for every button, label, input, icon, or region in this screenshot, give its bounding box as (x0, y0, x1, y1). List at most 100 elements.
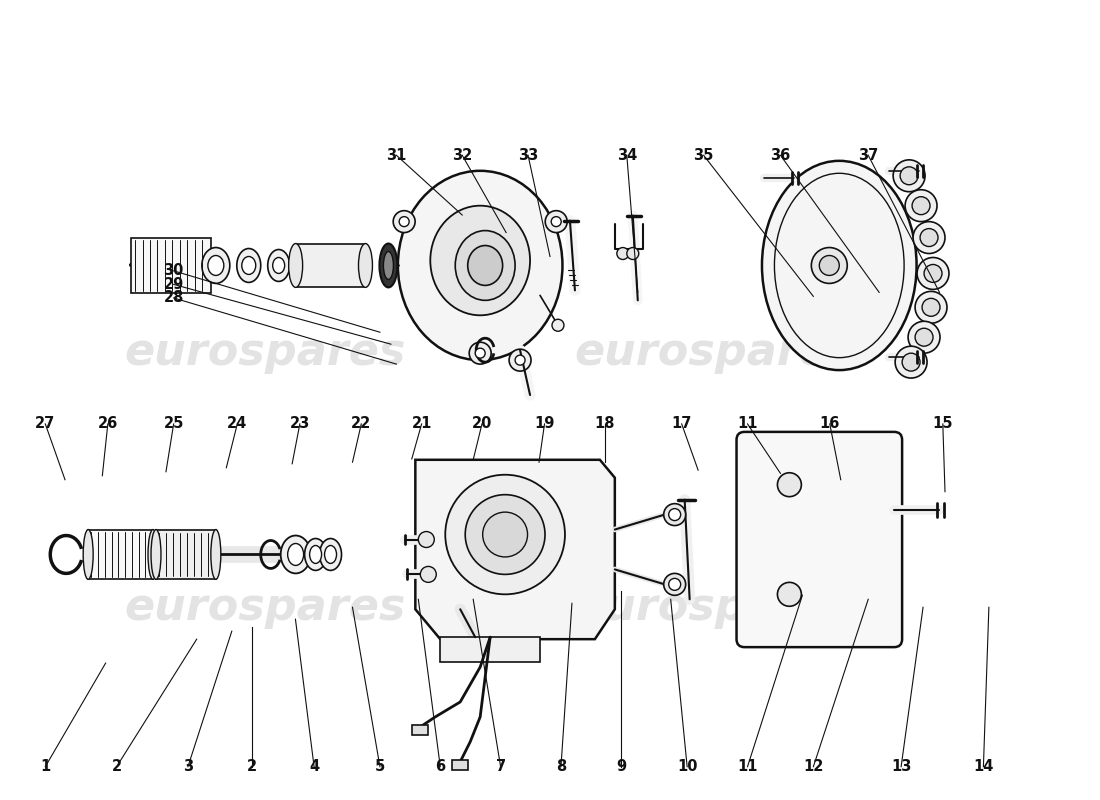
Ellipse shape (379, 243, 397, 287)
Circle shape (909, 322, 940, 353)
Ellipse shape (669, 578, 681, 590)
Circle shape (924, 265, 942, 282)
Text: 24: 24 (228, 417, 248, 431)
Circle shape (420, 566, 437, 582)
Ellipse shape (273, 258, 285, 274)
Bar (412, 725, 428, 735)
Ellipse shape (762, 161, 916, 370)
Text: 13: 13 (891, 759, 911, 774)
Text: 17: 17 (671, 417, 692, 431)
Text: 6: 6 (436, 759, 446, 774)
Ellipse shape (475, 348, 485, 358)
Ellipse shape (202, 247, 230, 283)
Ellipse shape (305, 538, 327, 570)
Circle shape (920, 229, 938, 246)
Text: 37: 37 (858, 148, 878, 162)
Circle shape (895, 346, 927, 378)
Bar (88, 530, 153, 579)
Text: 25: 25 (164, 417, 184, 431)
Text: 11: 11 (737, 417, 758, 431)
Circle shape (902, 353, 920, 371)
Text: 4: 4 (309, 759, 319, 774)
Text: 31: 31 (386, 148, 407, 162)
Text: 27: 27 (35, 417, 55, 431)
Text: 30: 30 (164, 263, 184, 278)
Text: 35: 35 (693, 148, 714, 162)
Ellipse shape (669, 509, 681, 521)
Text: 22: 22 (351, 417, 372, 431)
Ellipse shape (398, 170, 562, 360)
Ellipse shape (455, 230, 515, 300)
Text: 19: 19 (535, 417, 554, 431)
Text: 36: 36 (770, 148, 791, 162)
Bar (452, 760, 469, 770)
Text: eurospares: eurospares (124, 586, 406, 629)
Text: 9: 9 (616, 759, 626, 774)
Ellipse shape (430, 206, 530, 315)
Text: eurospares: eurospares (124, 330, 406, 374)
Text: 29: 29 (164, 277, 184, 292)
Ellipse shape (148, 530, 158, 579)
Ellipse shape (280, 535, 310, 574)
Text: 2: 2 (246, 759, 256, 774)
Ellipse shape (465, 494, 544, 574)
Text: 26: 26 (98, 417, 118, 431)
Ellipse shape (509, 349, 531, 371)
Ellipse shape (551, 217, 561, 226)
Circle shape (778, 473, 802, 497)
Ellipse shape (151, 530, 161, 579)
Ellipse shape (288, 543, 304, 566)
Text: 21: 21 (411, 417, 432, 431)
Ellipse shape (663, 504, 685, 526)
Ellipse shape (267, 250, 289, 282)
Text: 20: 20 (472, 417, 492, 431)
Text: 33: 33 (518, 148, 538, 162)
Ellipse shape (236, 249, 261, 282)
Ellipse shape (324, 546, 337, 563)
Circle shape (617, 247, 629, 259)
Text: 5: 5 (375, 759, 385, 774)
Ellipse shape (288, 243, 302, 287)
Text: 2: 2 (111, 759, 122, 774)
Circle shape (893, 160, 925, 192)
Ellipse shape (242, 257, 255, 274)
Ellipse shape (208, 255, 223, 275)
Bar (296, 243, 365, 287)
Ellipse shape (399, 217, 409, 226)
Circle shape (905, 190, 937, 222)
Bar (131, 238, 211, 294)
Text: 3: 3 (183, 759, 192, 774)
Text: 10: 10 (676, 759, 697, 774)
Ellipse shape (468, 246, 503, 286)
Circle shape (922, 298, 940, 316)
Polygon shape (416, 460, 615, 639)
Ellipse shape (470, 342, 491, 364)
Ellipse shape (320, 538, 341, 570)
Ellipse shape (483, 512, 528, 557)
Circle shape (912, 197, 930, 214)
Text: 7: 7 (496, 759, 506, 774)
Circle shape (915, 328, 933, 346)
Text: 28: 28 (164, 290, 184, 306)
Ellipse shape (84, 530, 94, 579)
Bar (440, 637, 540, 662)
Circle shape (418, 531, 434, 547)
Bar (156, 530, 216, 579)
Text: 1: 1 (41, 759, 51, 774)
Circle shape (627, 247, 639, 259)
Ellipse shape (546, 210, 568, 233)
Text: 16: 16 (820, 417, 840, 431)
Text: 34: 34 (617, 148, 637, 162)
Circle shape (917, 258, 949, 290)
Circle shape (778, 582, 802, 606)
Circle shape (820, 255, 839, 275)
Text: 32: 32 (452, 148, 472, 162)
Circle shape (915, 291, 947, 323)
Text: eurospares: eurospares (574, 330, 856, 374)
Text: 12: 12 (803, 759, 824, 774)
Text: eurospares: eurospares (574, 586, 856, 629)
Ellipse shape (552, 319, 564, 331)
Text: 8: 8 (556, 759, 566, 774)
Text: 23: 23 (289, 417, 310, 431)
Ellipse shape (211, 530, 221, 579)
